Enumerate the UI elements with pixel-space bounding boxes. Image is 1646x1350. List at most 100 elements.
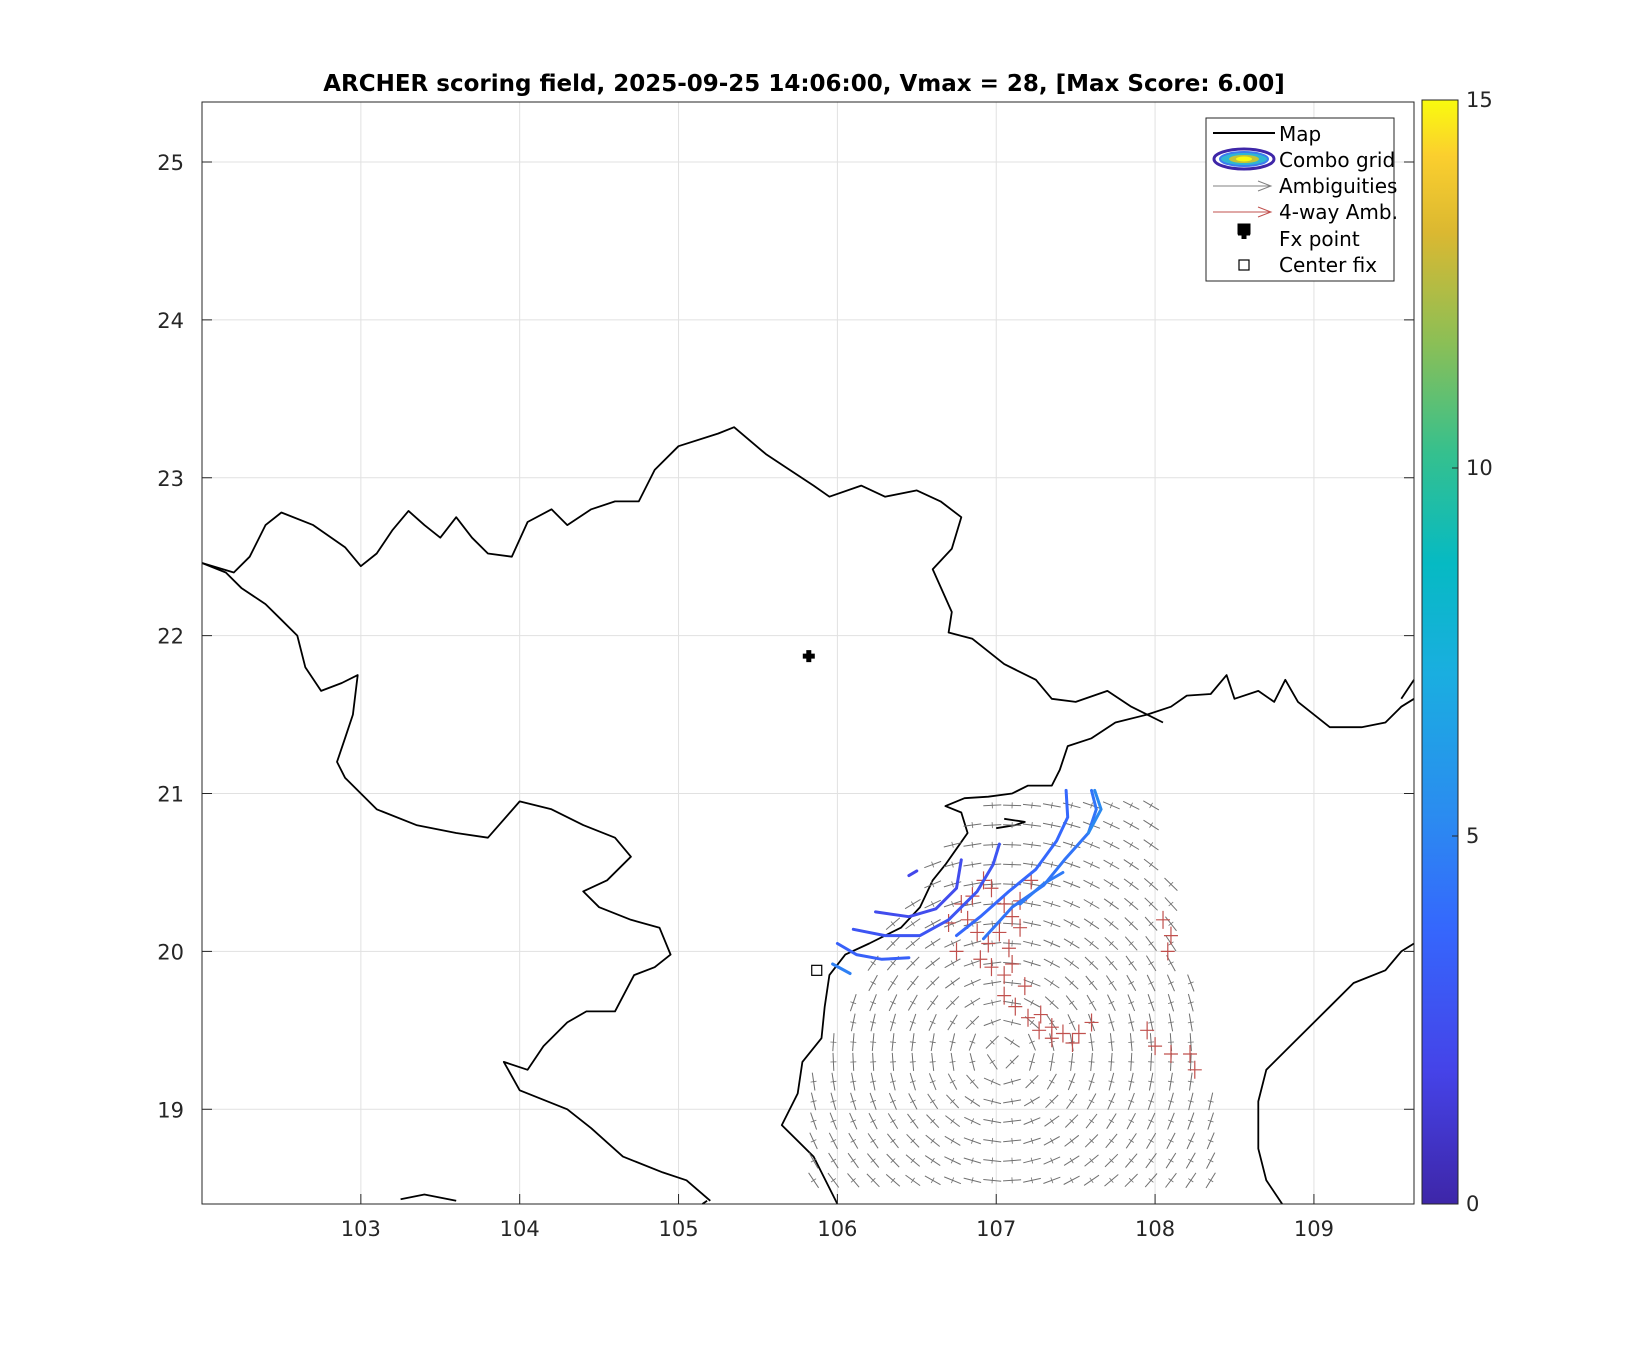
ambiguity-tick (910, 940, 916, 947)
ambiguity-tick (909, 1080, 916, 1083)
legend-box (1205, 117, 1395, 282)
ambiguity-tick (1128, 1041, 1135, 1043)
map-coastline (201, 426, 1415, 1205)
ambiguity-tick (810, 1080, 817, 1083)
four-way-cross (1183, 1045, 1198, 1064)
four-way-cross (981, 934, 996, 953)
ambiguity-tick (1090, 802, 1093, 809)
ambiguity-tick (950, 1138, 955, 1144)
ambiguity-tick (1128, 901, 1134, 907)
ambiguity-tick (1030, 1177, 1033, 1184)
ambiguity-tick (930, 1138, 935, 1144)
ambiguity-tick (949, 1079, 956, 1084)
ambiguity-tick (1031, 802, 1033, 809)
ambiguity-tick (1070, 901, 1074, 907)
ambiguity-tick (951, 861, 954, 868)
ambiguity-tick (991, 979, 994, 986)
ambiguity-tick (1069, 1000, 1075, 1005)
ambiguity-tick (1088, 1080, 1095, 1083)
ambiguity-tick (971, 940, 974, 947)
ambiguity-tick (1108, 1099, 1115, 1103)
contour-line (835, 942, 911, 961)
ambiguity-tick (1088, 980, 1095, 986)
ambiguity-tick (1068, 1020, 1075, 1025)
ambiguity-tick (1050, 1177, 1054, 1184)
ambiguity-tick (870, 1177, 876, 1183)
ambiguity-tick (870, 1021, 877, 1024)
ambiguity-tick (971, 841, 974, 848)
ambiguity-tick (1030, 999, 1034, 1006)
ambiguity-tick (1069, 940, 1074, 947)
ambiguity-tick (810, 1119, 817, 1123)
ambiguity-tick (870, 1158, 876, 1163)
ambiguity-tick (950, 1118, 955, 1124)
four-way-cross (1163, 926, 1178, 945)
ambiguity-tick (1011, 999, 1013, 1006)
ambiguity-tick (1148, 921, 1154, 927)
four-way-cross (1140, 1021, 1155, 1040)
colorbar-tick-label: 10 (1466, 456, 1493, 480)
ambiguity-tick (890, 1119, 896, 1124)
ambiguity-tick (1168, 901, 1174, 907)
x-tick-label: 107 (976, 1217, 1016, 1241)
ambiguity-tick (870, 1001, 877, 1005)
ambiguity-tick (1109, 941, 1114, 946)
ambiguity-tick (1168, 1178, 1174, 1183)
ambiguity-tick (989, 1039, 995, 1045)
legend-4way-label: 4-way Amb. (1279, 200, 1398, 224)
colorbar (1421, 99, 1459, 1205)
ambiguity-tick (969, 1040, 976, 1044)
ambiguity-tick (970, 1020, 975, 1025)
ambiguity-tick (990, 1019, 994, 1026)
ambiguity-tick (991, 1098, 994, 1105)
ambiguity-tick (1069, 980, 1074, 986)
ambiguity-tick (1048, 1061, 1055, 1063)
ambiguity-tick (991, 1137, 994, 1144)
four-way-cross (1071, 1024, 1086, 1043)
ambiguity-tick (1030, 1118, 1034, 1125)
four-way-cross (1008, 997, 1023, 1016)
ambiguity-tick (910, 1099, 916, 1104)
coastline-segment (701, 1200, 708, 1205)
ambiguity-tick (1207, 1178, 1214, 1183)
ambiguity-tick (1029, 1079, 1035, 1085)
ambiguity-tick (1168, 961, 1174, 966)
ambiguity-tick (1029, 1019, 1035, 1025)
ambiguity-tick (950, 960, 955, 966)
combo-grid-contours (831, 788, 1103, 975)
ambiguity-tick (890, 1177, 896, 1183)
ambiguity-tick (1128, 1119, 1135, 1123)
ambiguity-tick (889, 1021, 897, 1024)
x-tick-label: 104 (500, 1217, 540, 1241)
ambiguity-tick (1050, 960, 1054, 967)
ambiguity-tick (830, 1080, 837, 1083)
ambiguity-tick (1050, 901, 1054, 908)
ambiguity-tick (971, 1157, 974, 1164)
ambiguity-tick (930, 980, 936, 986)
ambiguity-tick (1011, 979, 1013, 987)
ambiguity-tick (970, 999, 975, 1006)
four-way-cross (1005, 907, 1020, 926)
ambiguity-tick (1030, 980, 1034, 986)
ambiguity-tick (1030, 960, 1034, 967)
ambiguity-tick (951, 841, 954, 848)
ambiguity-tick (1187, 1139, 1194, 1143)
ambiguity-tick (929, 1099, 936, 1104)
ambiguity-tick (931, 861, 935, 868)
four-way-cross (1156, 910, 1171, 929)
ambiguity-tick (1128, 981, 1135, 985)
axis-ticks: 103 104 105 106 107 108 109 19 20 21 22 23 24 25 (157, 151, 1414, 1241)
ambiguity-tick (970, 1118, 975, 1124)
ambiguity-tick (971, 861, 974, 868)
ambiguity-tick (890, 980, 896, 985)
ambiguity-tick (1050, 1138, 1054, 1144)
ambiguity-tick (1148, 1119, 1154, 1123)
ambiguity-tick (1011, 1098, 1013, 1105)
four-way-cross (984, 958, 999, 977)
four-way-cross (1021, 1008, 1035, 1027)
coastline-segment (780, 713, 1164, 1205)
ambiguity-tick (1030, 1137, 1034, 1144)
ambiguity-tick (949, 1061, 956, 1063)
legend-fx-label: Fx point (1279, 227, 1360, 251)
ambiguity-tick (890, 1001, 896, 1005)
